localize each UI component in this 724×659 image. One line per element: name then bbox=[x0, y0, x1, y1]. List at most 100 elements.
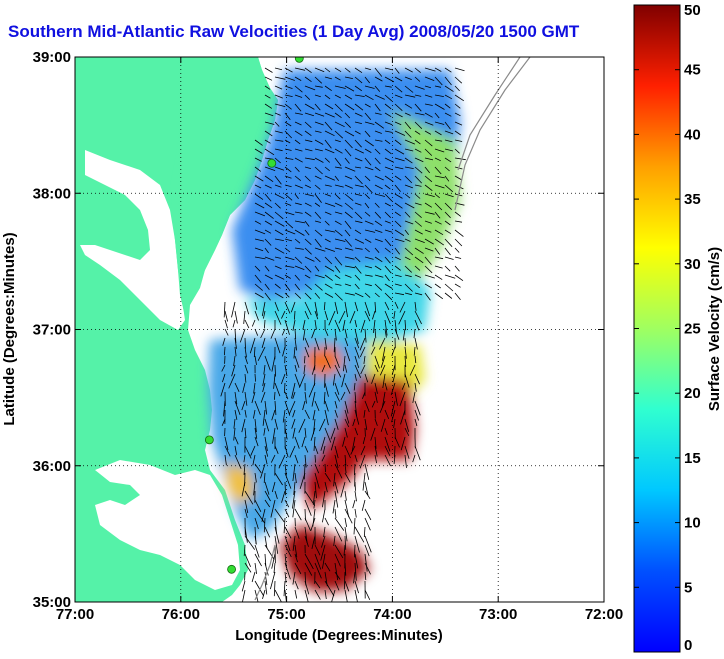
velocity-vector bbox=[424, 139, 433, 147]
velocity-vector bbox=[304, 130, 312, 137]
velocity-vector bbox=[304, 148, 313, 152]
velocity-vector bbox=[304, 283, 312, 291]
colorbar-label: Surface Velocity (cm/s) bbox=[706, 247, 723, 411]
velocity-vector bbox=[362, 391, 366, 399]
velocity-vector bbox=[434, 67, 442, 72]
velocity-vector bbox=[454, 85, 460, 92]
velocity-vector bbox=[334, 148, 343, 154]
velocity-vector bbox=[284, 202, 292, 206]
velocity-vector bbox=[354, 562, 357, 581]
velocity-vector bbox=[233, 355, 236, 367]
velocity-vector bbox=[221, 418, 226, 427]
velocity-vector bbox=[384, 103, 392, 110]
velocity-vector bbox=[344, 175, 353, 180]
velocity-vector bbox=[424, 148, 433, 156]
velocity-vector bbox=[414, 211, 422, 219]
velocity-vector bbox=[404, 148, 414, 152]
velocity-vector bbox=[324, 238, 331, 243]
velocity-vector bbox=[343, 571, 346, 590]
velocity-vector bbox=[284, 535, 291, 552]
velocity-vector bbox=[263, 310, 266, 319]
velocity-vector bbox=[384, 211, 391, 218]
velocity-vector bbox=[359, 337, 366, 351]
velocity-vector bbox=[334, 571, 341, 580]
velocity-vector bbox=[284, 247, 291, 253]
velocity-vector bbox=[284, 67, 293, 73]
velocity-vector bbox=[294, 94, 303, 98]
velocity-vector bbox=[330, 427, 336, 440]
velocity-vector bbox=[354, 175, 363, 185]
velocity-vector bbox=[284, 229, 296, 235]
velocity-vector bbox=[328, 310, 336, 326]
colorbar bbox=[633, 4, 681, 653]
velocity-vector bbox=[434, 130, 442, 136]
velocity-vector bbox=[354, 139, 362, 148]
velocity-vector bbox=[330, 436, 336, 451]
velocity-vector bbox=[394, 265, 401, 271]
velocity-vector bbox=[292, 391, 296, 400]
velocity-vector bbox=[302, 400, 306, 411]
velocity-vector bbox=[254, 580, 265, 597]
velocity-vector bbox=[264, 544, 275, 560]
velocity-vector bbox=[294, 373, 301, 387]
velocity-vector bbox=[324, 427, 332, 443]
colorbar-tick-label: 25 bbox=[684, 321, 701, 338]
velocity-vector bbox=[244, 427, 247, 439]
velocity-vector bbox=[394, 391, 398, 406]
velocity-vector bbox=[414, 319, 420, 331]
velocity-vector bbox=[304, 553, 314, 570]
velocity-vector bbox=[394, 211, 401, 217]
velocity-vector bbox=[294, 508, 302, 521]
velocity-vector bbox=[343, 355, 346, 372]
velocity-vector bbox=[364, 265, 373, 269]
velocity-vector bbox=[394, 229, 405, 236]
velocity-vector bbox=[444, 202, 452, 210]
velocity-vector bbox=[334, 166, 342, 169]
velocity-vector bbox=[324, 283, 333, 289]
velocity-vector bbox=[334, 400, 338, 409]
velocity-vector bbox=[251, 391, 256, 404]
velocity-vector bbox=[354, 580, 359, 594]
velocity-vector bbox=[354, 202, 362, 206]
velocity-vector bbox=[394, 238, 405, 242]
velocity-vector bbox=[312, 409, 316, 421]
velocity-vector bbox=[344, 202, 354, 210]
velocity-vector bbox=[254, 499, 262, 512]
velocity-vector bbox=[304, 247, 312, 255]
velocity-vector bbox=[334, 220, 342, 226]
velocity-vector bbox=[280, 373, 286, 385]
velocity-vector bbox=[223, 301, 226, 318]
velocity-vector bbox=[344, 184, 353, 189]
velocity-vector bbox=[444, 193, 454, 198]
velocity-vector bbox=[314, 220, 321, 223]
y-tick-label: 36:00 bbox=[33, 458, 71, 475]
velocity-vector bbox=[284, 148, 292, 151]
velocity-vector bbox=[434, 274, 443, 280]
velocity-vector bbox=[334, 445, 339, 459]
velocity-vector bbox=[354, 76, 363, 84]
velocity-vector bbox=[334, 85, 346, 89]
velocity-vector bbox=[324, 121, 333, 131]
bathymetry-line-1 bbox=[454, 57, 531, 211]
velocity-vector bbox=[274, 220, 285, 227]
velocity-vector bbox=[334, 409, 338, 418]
velocity-vector bbox=[301, 436, 306, 448]
velocity-vector bbox=[324, 85, 332, 92]
velocity-vector bbox=[324, 94, 331, 100]
velocity-vector bbox=[343, 544, 346, 556]
velocity-vector bbox=[264, 580, 268, 595]
velocity-vector bbox=[284, 319, 290, 335]
velocity-vector bbox=[354, 553, 359, 569]
velocity-vector bbox=[314, 454, 316, 463]
velocity-vector bbox=[264, 355, 271, 371]
velocity-vector bbox=[281, 310, 286, 319]
velocity-vector bbox=[374, 382, 378, 394]
velocity-vector bbox=[274, 94, 283, 99]
velocity-vector bbox=[314, 310, 319, 320]
velocity-vector bbox=[424, 229, 432, 233]
velocity-vector bbox=[374, 328, 377, 339]
velocity-vector bbox=[234, 310, 238, 324]
velocity-vector bbox=[294, 103, 302, 112]
velocity-vector bbox=[324, 517, 329, 526]
velocity-vector bbox=[384, 130, 393, 133]
